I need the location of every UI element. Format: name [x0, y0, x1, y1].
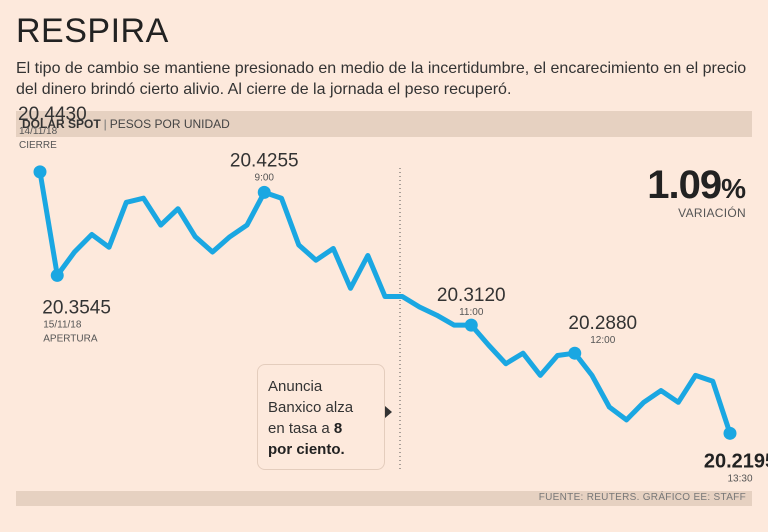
- data-point-20.3120: [464, 318, 478, 332]
- event-note-line2: Banxico alza: [268, 399, 354, 416]
- event-note-line4: por ciento.: [268, 441, 345, 458]
- data-label-time: 11:00: [459, 307, 484, 318]
- variation-block: 1.09% VARIACIÓN: [647, 163, 746, 220]
- page-title: RESPIRA: [16, 12, 169, 50]
- data-label-caption: APERTURA: [43, 333, 98, 344]
- chart-header-bar: DÓLAR SPOT | PESOS POR UNIDAD: [16, 111, 752, 137]
- event-note-line3: en tasa a 8: [268, 418, 374, 439]
- event-note-line1: Anuncia: [268, 378, 323, 395]
- data-point-20.2880: [568, 346, 582, 360]
- footer-bar: FUENTE: REUTERS. GRÁFICO EE: STAFF: [16, 491, 752, 506]
- data-label-value: 20.3545: [42, 297, 111, 318]
- event-note: Anuncia Banxico alza en tasa a 8 por cie…: [257, 364, 385, 470]
- variation-symbol: %: [721, 173, 746, 204]
- series-line-dolar-spot: [37, 169, 733, 436]
- data-label-date: 15/11/18: [43, 319, 82, 330]
- event-note-rate: 8: [333, 420, 343, 437]
- data-label-value: 20.2195: [704, 450, 768, 472]
- data-label-time: 9:00: [255, 172, 275, 183]
- data-label-date: 14/11/18: [19, 126, 58, 137]
- data-label-value: 20.4430: [18, 104, 87, 125]
- chart-header-label-bold: DÓLAR SPOT: [22, 117, 101, 131]
- data-label-value: 20.3120: [437, 285, 506, 306]
- chart-header-label-rest: PESOS POR UNIDAD: [109, 117, 230, 131]
- page-subtitle: El tipo de cambio se mantiene presionado…: [16, 60, 747, 98]
- footer-source: FUENTE: REUTERS. GRÁFICO EE: STAFF: [538, 492, 746, 503]
- chart-header-separator: |: [103, 117, 107, 131]
- variation-value: 1.09: [647, 163, 722, 207]
- event-note-line3-prefix: en tasa a: [268, 420, 330, 437]
- data-label-time: 13:30: [727, 473, 752, 484]
- data-point-20.3545: [50, 268, 64, 282]
- data-point-20.4255: [257, 185, 271, 199]
- data-point-20.2195: [723, 426, 737, 440]
- chart-header-label: DÓLAR SPOT | PESOS POR UNIDAD: [22, 117, 230, 131]
- variation-caption: VARIACIÓN: [678, 206, 746, 220]
- event-arrow-icon: [385, 406, 392, 418]
- data-label-value: 20.2880: [568, 313, 637, 334]
- data-label-time: 12:00: [590, 335, 615, 346]
- data-point-20.4430: [33, 165, 47, 179]
- data-label-caption: CIERRE: [19, 140, 57, 151]
- data-label-value: 20.4255: [230, 150, 299, 171]
